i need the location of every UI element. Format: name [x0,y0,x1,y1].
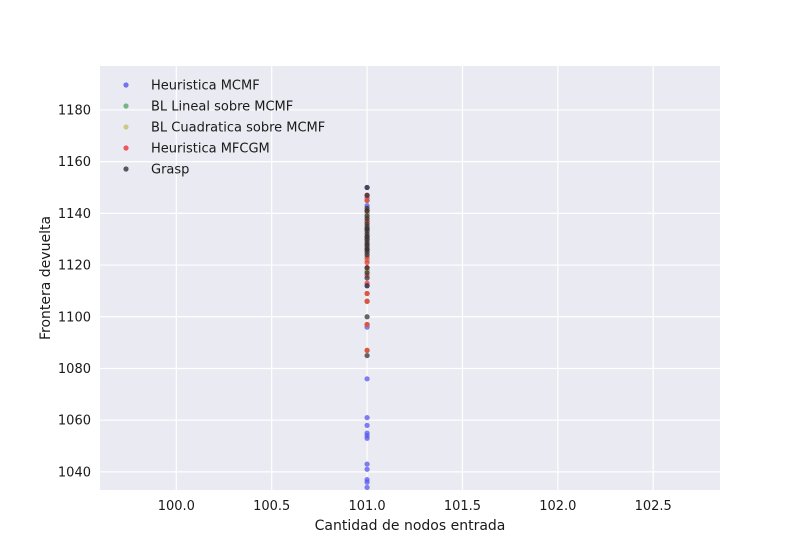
data-point [364,321,370,328]
legend-label: Heuristica MFCGM [151,142,270,157]
data-point [364,205,370,211]
y-axis-label: Frontera devuelta [38,216,54,340]
y-axis-ticks: 1040 1060 1080 1100 1120 1140 1160 1180 [58,103,91,480]
data-point [364,275,370,281]
legend-marker [123,166,129,172]
legend-marker [123,82,129,88]
data-point [364,484,370,491]
y-tick-label: 1180 [58,103,91,118]
legend-label: BL Lineal sobre MCMF [151,100,293,115]
legend-marker [123,103,129,109]
data-point [364,466,370,472]
data-point [364,298,370,304]
y-tick-label: 1100 [58,310,91,325]
data-point [364,347,370,353]
legend-label: BL Cuadratica sobre MCMF [151,121,325,136]
y-tick-label: 1140 [58,207,91,222]
data-point [364,221,370,227]
legend-marker [123,145,129,151]
data-point [364,422,370,428]
legend-label: Heuristica MCMF [151,79,260,94]
data-point [364,290,370,297]
x-axis-ticks: 100.0 100.5 101.0 101.5 102.0 102.5 [158,499,672,514]
data-point [364,213,370,219]
y-tick-label: 1040 [58,465,91,480]
data-points [364,184,370,491]
data-point [364,376,370,382]
legend: Heuristica MCMF BL Lineal sobre MCMF BL Cu… [123,79,325,178]
series-4 [364,184,370,359]
x-tick-label: 101.0 [348,499,385,514]
y-tick-label: 1060 [58,414,91,429]
data-point [364,197,370,204]
x-tick-label: 102.0 [539,499,576,514]
data-point [364,352,370,359]
x-tick-label: 101.5 [444,499,481,514]
data-point [364,265,370,271]
legend-label: Grasp [151,163,189,178]
legend-marker [123,124,129,130]
y-tick-label: 1160 [58,155,91,170]
x-tick-label: 100.5 [253,499,290,514]
x-axis-label: Cantidad de nodos entrada [315,518,506,534]
data-point [364,283,370,289]
y-tick-label: 1080 [58,362,91,377]
y-tick-label: 1120 [58,259,91,274]
x-tick-label: 100.0 [158,499,195,514]
x-tick-label: 102.5 [635,499,672,514]
data-point [364,270,370,276]
data-point [364,314,370,320]
data-point [364,415,370,421]
plot-background [100,66,720,490]
data-point [364,477,370,483]
data-point [364,430,370,436]
data-point [364,461,370,467]
data-point [364,192,370,198]
data-point [364,259,370,266]
data-point [364,184,370,191]
